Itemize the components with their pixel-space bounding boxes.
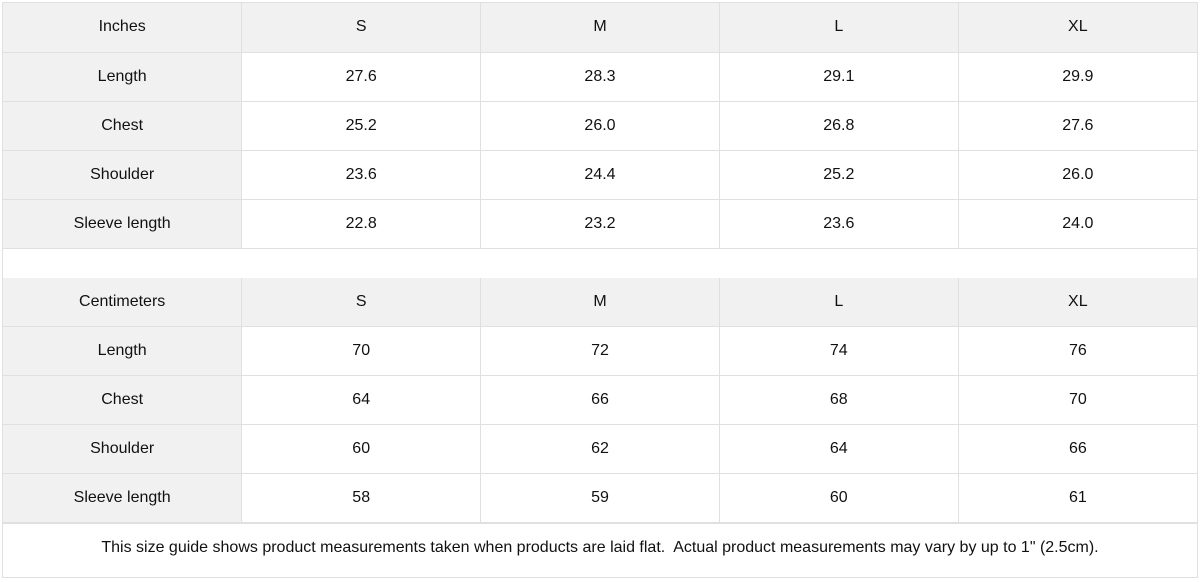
measurement-value-cell: 24.0 [957, 198, 1197, 249]
size-guide-disclaimer: This size guide shows product measuremen… [3, 523, 1197, 571]
table-row: Sleeve length 22.8 23.2 23.6 24.0 [3, 198, 1197, 249]
measurement-value-cell: 70 [241, 326, 482, 376]
measurement-value-cell: 74 [718, 326, 959, 376]
table-row: Sleeve length 58 59 60 61 [3, 473, 1197, 523]
inches-size-table: Inches S M L XL Length 27.6 28.3 29.1 29… [3, 3, 1197, 249]
table-row: Chest 25.2 26.0 26.8 27.6 [3, 100, 1197, 151]
measurement-value-cell: 24.4 [480, 149, 720, 200]
table-header-row: Inches S M L XL [3, 3, 1197, 53]
measurement-value-cell: 66 [957, 424, 1197, 474]
measurement-value-cell: 76 [957, 326, 1197, 376]
measurement-value-cell: 22.8 [241, 198, 482, 249]
measurement-label-cell: Sleeve length [3, 198, 243, 249]
measurement-value-cell: 23.2 [480, 198, 720, 249]
centimeters-size-table: Centimeters S M L XL Length 70 72 74 76 … [3, 277, 1197, 523]
measurement-label-cell: Chest [3, 100, 243, 151]
table-spacer [3, 248, 1197, 278]
size-header-cell-l: L [718, 277, 959, 327]
measurement-value-cell: 60 [241, 424, 482, 474]
measurement-value-cell: 26.8 [718, 100, 959, 151]
measurement-value-cell: 25.2 [718, 149, 959, 200]
measurement-value-cell: 60 [718, 473, 959, 523]
measurement-value-cell: 27.6 [957, 100, 1197, 151]
table-row: Shoulder 60 62 64 66 [3, 424, 1197, 474]
measurement-value-cell: 26.0 [957, 149, 1197, 200]
size-header-cell-xl: XL [957, 3, 1197, 53]
table-row: Length 70 72 74 76 [3, 326, 1197, 376]
size-header-cell-m: M [480, 277, 720, 327]
table-header-row: Centimeters S M L XL [3, 277, 1197, 327]
measurement-value-cell: 62 [480, 424, 720, 474]
measurement-label-cell: Chest [3, 375, 243, 425]
size-header-cell-s: S [241, 277, 482, 327]
measurement-value-cell: 27.6 [241, 51, 482, 102]
measurement-label-cell: Length [3, 326, 243, 376]
table-row: Shoulder 23.6 24.4 25.2 26.0 [3, 149, 1197, 200]
measurement-label-cell: Length [3, 51, 243, 102]
measurement-value-cell: 23.6 [718, 198, 959, 249]
size-header-cell-xl: XL [957, 277, 1197, 327]
measurement-value-cell: 61 [957, 473, 1197, 523]
measurement-value-cell: 28.3 [480, 51, 720, 102]
measurement-value-cell: 64 [718, 424, 959, 474]
measurement-label-cell: Shoulder [3, 149, 243, 200]
size-header-cell-s: S [241, 3, 482, 53]
measurement-value-cell: 25.2 [241, 100, 482, 151]
measurement-value-cell: 66 [480, 375, 720, 425]
measurement-value-cell: 70 [957, 375, 1197, 425]
measurement-label-cell: Sleeve length [3, 473, 243, 523]
unit-header-cell: Centimeters [3, 277, 243, 327]
unit-header-cell: Inches [3, 3, 243, 53]
table-row: Chest 64 66 68 70 [3, 375, 1197, 425]
measurement-value-cell: 29.1 [718, 51, 959, 102]
table-row: Length 27.6 28.3 29.1 29.9 [3, 51, 1197, 102]
size-header-cell-l: L [718, 3, 959, 53]
measurement-value-cell: 72 [480, 326, 720, 376]
measurement-value-cell: 26.0 [480, 100, 720, 151]
measurement-value-cell: 58 [241, 473, 482, 523]
measurement-label-cell: Shoulder [3, 424, 243, 474]
measurement-value-cell: 59 [480, 473, 720, 523]
measurement-value-cell: 64 [241, 375, 482, 425]
size-header-cell-m: M [480, 3, 720, 53]
measurement-value-cell: 29.9 [957, 51, 1197, 102]
measurement-value-cell: 23.6 [241, 149, 482, 200]
measurement-value-cell: 68 [718, 375, 959, 425]
